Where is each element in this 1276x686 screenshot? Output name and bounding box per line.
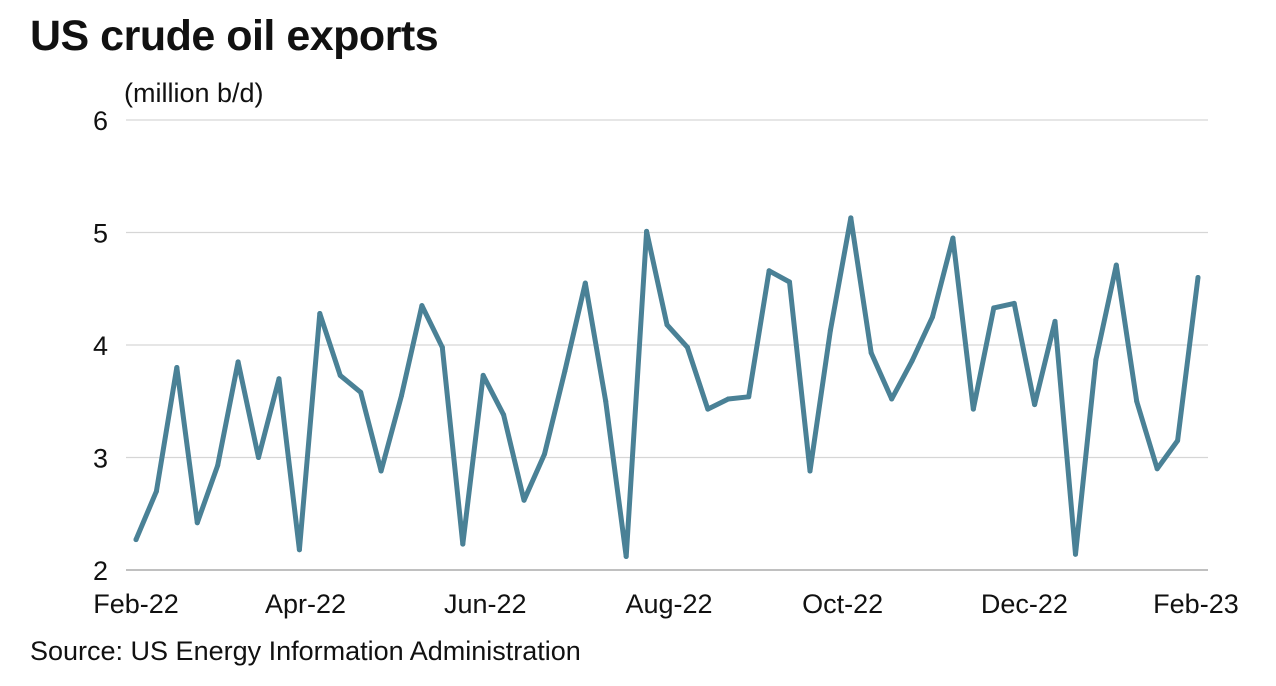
data-point	[827, 327, 833, 333]
data-point	[480, 372, 486, 378]
x-tick-label: Dec-22	[981, 589, 1068, 619]
data-point	[296, 547, 302, 553]
data-point	[541, 451, 547, 457]
data-point	[194, 520, 200, 526]
data-point	[787, 279, 793, 285]
y-axis-ticks: 2 3 4 5 6	[93, 106, 108, 586]
data-point	[644, 228, 650, 234]
data-point	[930, 314, 935, 320]
series-line	[133, 215, 1201, 559]
data-point	[439, 344, 445, 350]
data-point	[174, 365, 180, 370]
data-point	[950, 235, 956, 241]
chart-title: US crude oil exports	[30, 12, 439, 60]
data-point	[868, 350, 874, 356]
data-point	[276, 376, 282, 382]
data-point	[256, 455, 262, 460]
data-point	[235, 359, 241, 365]
data-point	[215, 462, 221, 468]
data-point	[317, 311, 323, 316]
x-tick-label: Oct-22	[802, 589, 883, 619]
data-point	[1195, 275, 1201, 280]
data-point	[725, 396, 731, 402]
data-point	[1175, 438, 1181, 444]
data-point	[807, 468, 813, 474]
data-point	[358, 389, 364, 395]
chart-plot: 2 3 4 5 6 Feb-22 Apr-22 Jun-22 Aug-22 Oct-22 Dec-…	[93, 106, 1239, 619]
data-point	[133, 537, 139, 543]
y-tick-label: 4	[93, 331, 108, 361]
data-point	[1072, 551, 1078, 557]
data-point	[684, 344, 690, 350]
data-point	[337, 372, 343, 378]
data-point	[501, 412, 507, 418]
y-tick-label: 5	[93, 219, 108, 249]
x-tick-label: Jun-22	[444, 589, 527, 619]
data-point	[603, 398, 609, 404]
data-point	[1052, 318, 1058, 324]
y-tick-label: 3	[93, 444, 108, 474]
gridlines	[126, 119, 1208, 571]
data-point	[970, 406, 976, 412]
y-tick-label: 2	[93, 556, 108, 586]
data-point	[378, 468, 384, 474]
x-tick-label: Feb-22	[93, 589, 179, 619]
data-point	[419, 303, 425, 309]
y-tick-label: 6	[93, 106, 108, 136]
data-point	[705, 406, 711, 412]
data-point	[1093, 357, 1099, 363]
data-point	[909, 358, 915, 364]
data-point	[1154, 466, 1160, 472]
y-axis-label: (million b/d)	[124, 78, 264, 108]
x-tick-label: Feb-23	[1153, 589, 1239, 619]
source-note: Source: US Energy Information Administra…	[30, 636, 581, 666]
series-layer	[133, 215, 1201, 559]
data-point	[746, 394, 752, 400]
x-tick-label: Aug-22	[626, 589, 713, 619]
data-point	[889, 396, 895, 402]
data-point	[766, 268, 772, 274]
data-point	[399, 393, 404, 399]
data-point	[562, 368, 568, 374]
data-point	[1113, 262, 1119, 268]
data-point	[848, 215, 854, 221]
data-point	[153, 488, 159, 494]
data-point	[521, 497, 527, 503]
data-point	[991, 305, 997, 311]
data-point	[1032, 402, 1038, 408]
x-tick-label: Apr-22	[265, 589, 346, 619]
data-point	[460, 541, 466, 547]
data-point	[623, 554, 629, 559]
data-point	[582, 280, 588, 286]
x-axis-ticks: Feb-22 Apr-22 Jun-22 Aug-22 Oct-22 Dec-22 Feb-…	[93, 589, 1239, 619]
data-point	[664, 322, 670, 328]
data-point	[1134, 398, 1140, 404]
data-point	[1011, 300, 1017, 306]
